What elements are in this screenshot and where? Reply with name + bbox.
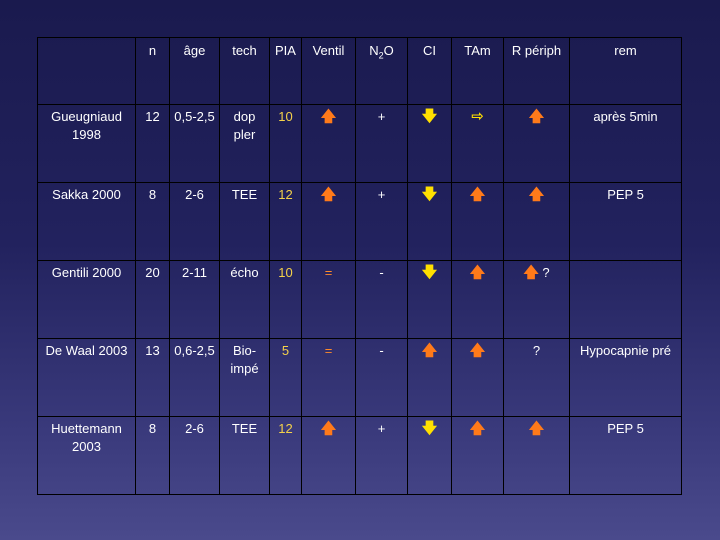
study-cell: De Waal 2003 (37, 338, 136, 417)
pia-cell: 12 (269, 182, 302, 261)
table-row: Gentili 2000 20 2-11 écho 10 = - 🡇 🡅 🡅 ? (37, 260, 682, 339)
arrow-up-icon: 🡅 (528, 186, 545, 203)
rperiph-cell: ? (503, 338, 570, 417)
age-cell: 2-11 (169, 260, 220, 339)
table-row: Huettemann 2003 8 2-6 TEE 12 🡅 + 🡇 🡅 🡅 P… (37, 416, 682, 495)
arrow-up-icon: 🡅 (320, 108, 337, 125)
header-ci: CI (407, 37, 452, 105)
equal-sign: = (324, 265, 333, 280)
header-age: âge (169, 37, 220, 105)
pia-cell: 10 (269, 260, 302, 339)
arrow-up-icon: 🡅 (421, 342, 438, 359)
age-cell: 2-6 (169, 182, 220, 261)
ci-cell: 🡇 (407, 182, 452, 261)
n2o-cell: + (355, 416, 408, 495)
tech-cell: TEE (219, 182, 270, 261)
n-cell: 13 (135, 338, 170, 417)
n2o-cell: + (355, 104, 408, 183)
header-pia: PIA (269, 37, 302, 105)
arrow-down-icon: 🡇 (421, 420, 438, 437)
header-n2o: N2O (355, 37, 408, 105)
study-cell: Gentili 2000 (37, 260, 136, 339)
ci-cell: 🡅 (407, 338, 452, 417)
pia-cell: 5 (269, 338, 302, 417)
study-cell: Gueugniaud 1998 (37, 104, 136, 183)
table-row: De Waal 2003 13 0,6-2,5 Bio-impé 5 = - 🡅… (37, 338, 682, 417)
tech-cell: TEE (219, 416, 270, 495)
tech-cell: écho (219, 260, 270, 339)
arrow-down-icon: 🡇 (421, 186, 438, 203)
arrow-up-icon: 🡅 (469, 186, 486, 203)
arrow-up-icon: 🡅 (523, 264, 539, 281)
rem-cell: après 5min (569, 104, 682, 183)
tam-cell: 🡅 (451, 260, 504, 339)
pia-cell: 12 (269, 416, 302, 495)
age-cell: 2-6 (169, 416, 220, 495)
n-cell: 12 (135, 104, 170, 183)
rperiph-cell: 🡅 (503, 104, 570, 183)
rperiph-cell: 🡅 ? (503, 260, 570, 339)
arrow-up-icon: 🡅 (469, 342, 486, 359)
arrow-up-icon: 🡅 (320, 420, 337, 437)
n2o-cell: - (355, 338, 408, 417)
comparison-table: n âge tech PIA Ventil N2O CI TAm R périp… (37, 37, 682, 495)
header-tam: TAm (451, 37, 504, 105)
header-tech: tech (219, 37, 270, 105)
arrow-right-icon: ⇨ (471, 108, 484, 125)
rem-cell: Hypocapnie pré (569, 338, 682, 417)
arrow-up-icon: 🡅 (528, 420, 545, 437)
n-cell: 8 (135, 416, 170, 495)
n2o-cell: + (355, 182, 408, 261)
ventil-cell: = (301, 338, 356, 417)
ventil-cell: 🡅 (301, 182, 356, 261)
study-cell: Huettemann 2003 (37, 416, 136, 495)
arrow-up-icon: 🡅 (469, 264, 486, 281)
arrow-up-icon: 🡅 (320, 186, 337, 203)
rem-cell: PEP 5 (569, 416, 682, 495)
rperiph-cell: 🡅 (503, 416, 570, 495)
arrow-down-icon: 🡇 (421, 108, 438, 125)
question-mark: ? (542, 265, 550, 280)
header-study (37, 37, 136, 105)
n-cell: 20 (135, 260, 170, 339)
rem-cell: PEP 5 (569, 182, 682, 261)
pia-cell: 10 (269, 104, 302, 183)
ci-cell: 🡇 (407, 260, 452, 339)
rperiph-cell: 🡅 (503, 182, 570, 261)
tam-cell: 🡅 (451, 338, 504, 417)
age-cell: 0,5-2,5 (169, 104, 220, 183)
header-n: n (135, 37, 170, 105)
table-row: Sakka 2000 8 2-6 TEE 12 🡅 + 🡇 🡅 🡅 PEP 5 (37, 182, 682, 261)
tam-cell: 🡅 (451, 182, 504, 261)
table-row: Gueugniaud 1998 12 0,5-2,5 dop pler 10 🡅… (37, 104, 682, 183)
tam-cell: 🡅 (451, 416, 504, 495)
ventil-cell: = (301, 260, 356, 339)
arrow-up-icon: 🡅 (469, 420, 486, 437)
tech-cell: dop pler (219, 104, 270, 183)
arrow-up-icon: 🡅 (528, 108, 545, 125)
study-cell: Sakka 2000 (37, 182, 136, 261)
arrow-down-icon: 🡇 (421, 264, 438, 281)
ventil-cell: 🡅 (301, 416, 356, 495)
n2o-cell: - (355, 260, 408, 339)
rem-cell (569, 260, 682, 339)
header-rem: rem (569, 37, 682, 105)
header-rperiph: R périph (503, 37, 570, 105)
equal-sign: = (324, 343, 333, 358)
n-cell: 8 (135, 182, 170, 261)
tam-cell: ⇨ (451, 104, 504, 183)
tech-cell: Bio-impé (219, 338, 270, 417)
age-cell: 0,6-2,5 (169, 338, 220, 417)
header-row: n âge tech PIA Ventil N2O CI TAm R périp… (37, 37, 682, 105)
header-ventil: Ventil (301, 37, 356, 105)
ci-cell: 🡇 (407, 104, 452, 183)
ci-cell: 🡇 (407, 416, 452, 495)
ventil-cell: 🡅 (301, 104, 356, 183)
